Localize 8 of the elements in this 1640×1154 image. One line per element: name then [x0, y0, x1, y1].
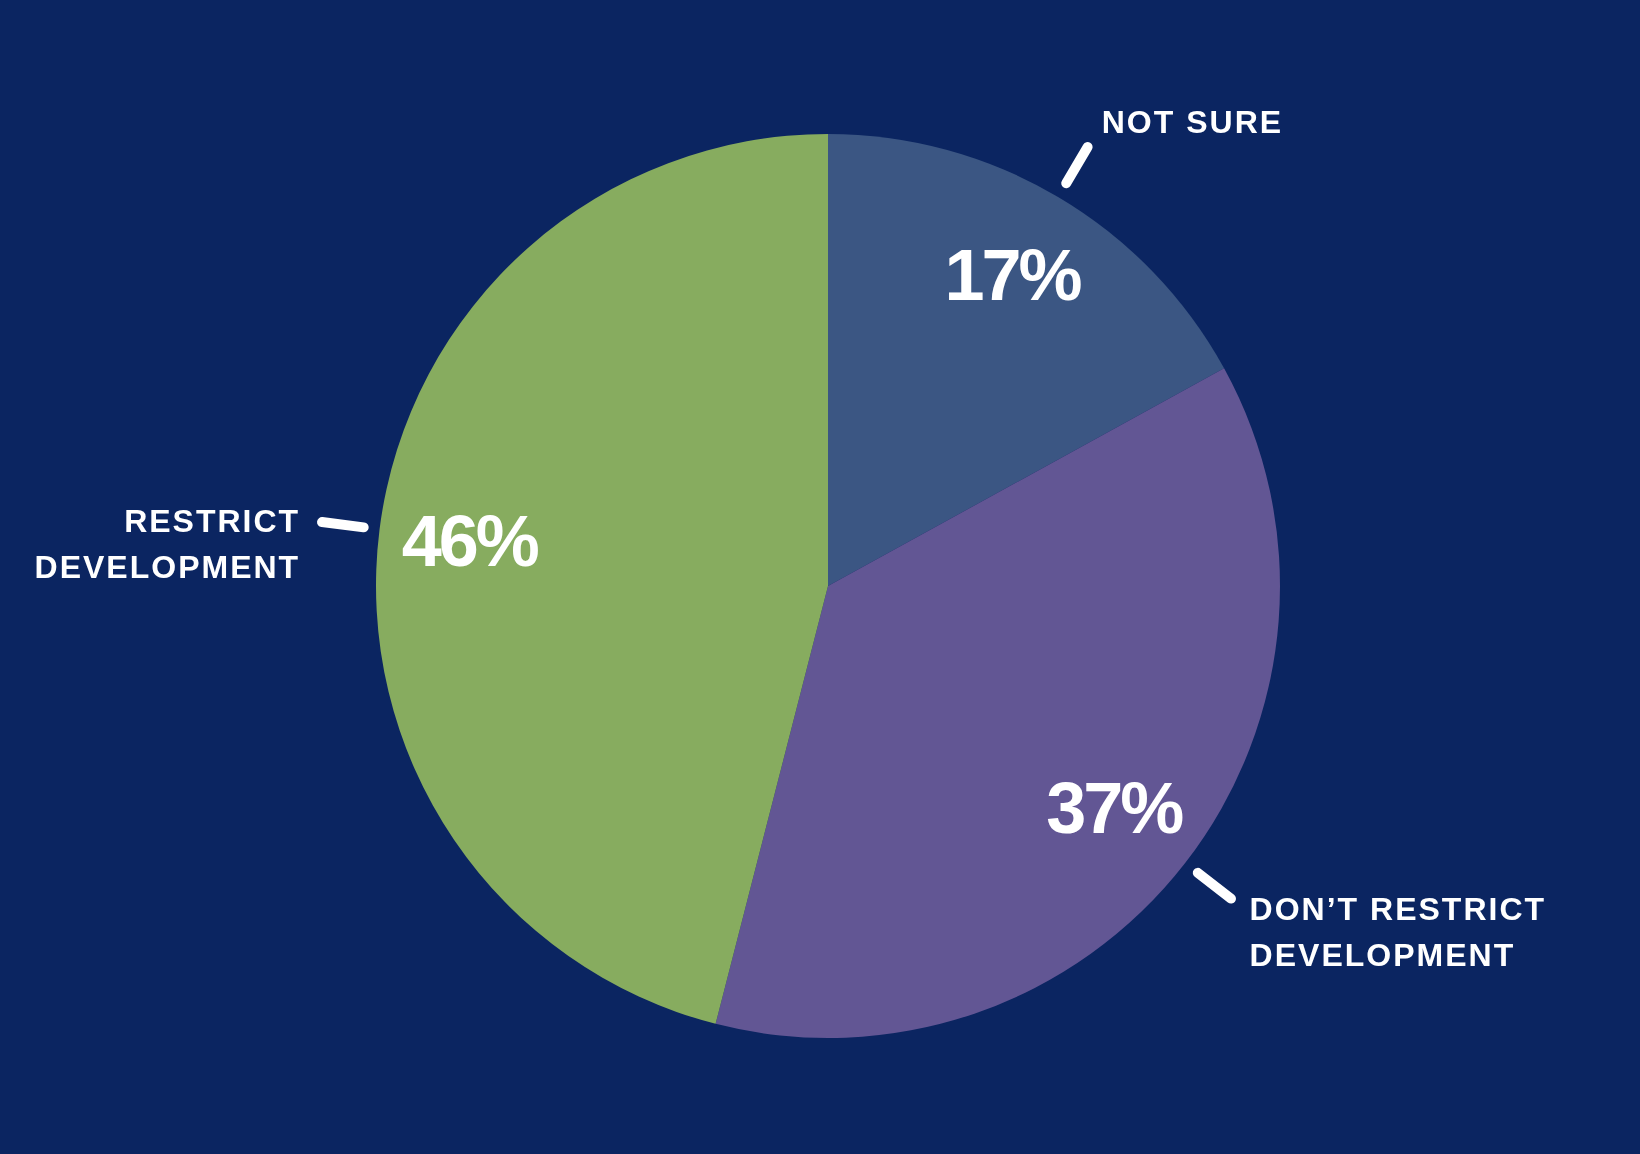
slice-label: RESTRICT DEVELOPMENT — [34, 503, 301, 586]
data-label: 37% — [1046, 767, 1184, 848]
slice-label: DON’T RESTRICT DEVELOPMENT — [1249, 891, 1547, 974]
data-label: 17% — [944, 234, 1082, 315]
slice-label: NOT SURE — [1101, 104, 1284, 141]
pie-slice — [376, 134, 828, 1024]
data-label: 46% — [401, 500, 539, 581]
pie-slice — [828, 134, 1225, 586]
